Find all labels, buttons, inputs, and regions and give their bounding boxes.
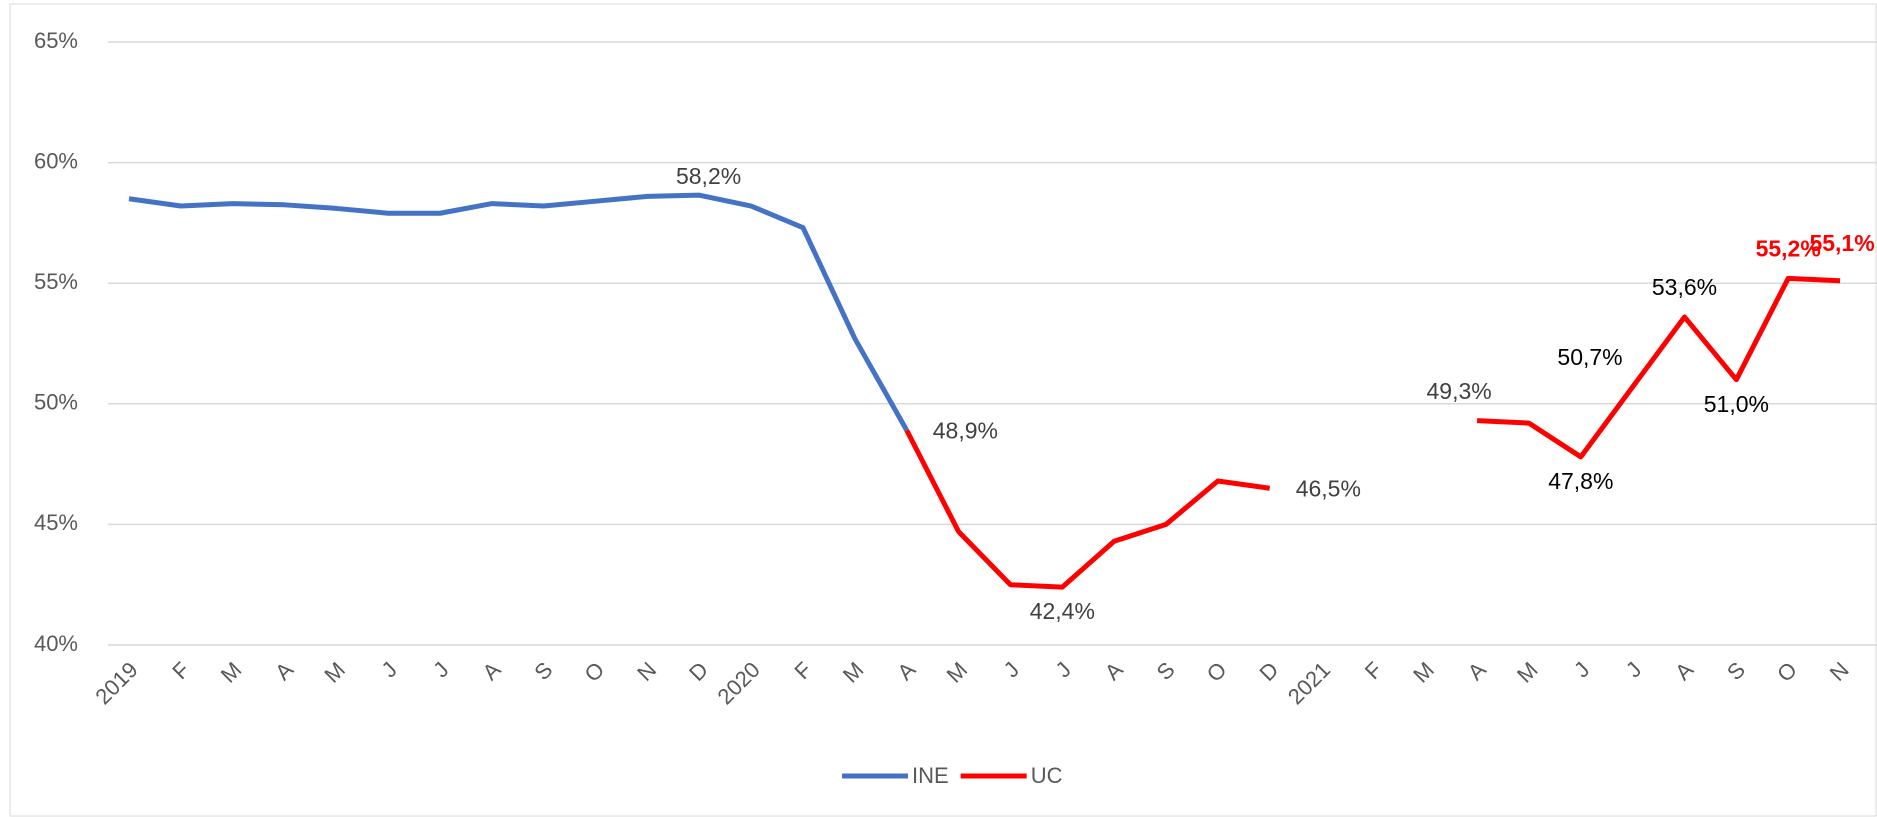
y-tick-label: 45%	[34, 510, 78, 535]
y-tick-label: 50%	[34, 390, 78, 415]
series-line	[904, 275, 1841, 590]
y-tick-label: 60%	[34, 148, 78, 173]
data-label: 50,7%	[1557, 344, 1622, 370]
data-label: 47,8%	[1548, 468, 1613, 494]
y-tick-label: 40%	[34, 631, 78, 656]
data-label: 55,2%	[1756, 235, 1821, 261]
legend-label: INE	[912, 763, 949, 788]
series-line	[128, 192, 909, 432]
data-label: 51,0%	[1704, 391, 1769, 417]
data-label: 58,2%	[676, 163, 741, 189]
data-label: 49,3%	[1426, 378, 1491, 404]
data-label: 48,9%	[933, 417, 998, 443]
data-label: 46,5%	[1296, 475, 1361, 501]
y-tick-label: 65%	[34, 28, 78, 53]
legend-label: UC	[1031, 763, 1063, 788]
y-tick-label: 55%	[34, 269, 78, 294]
chart-border	[9, 3, 1877, 817]
data-label: 42,4%	[1030, 598, 1095, 624]
data-label: 53,6%	[1652, 274, 1717, 300]
data-label: 55,1%	[1809, 230, 1874, 256]
